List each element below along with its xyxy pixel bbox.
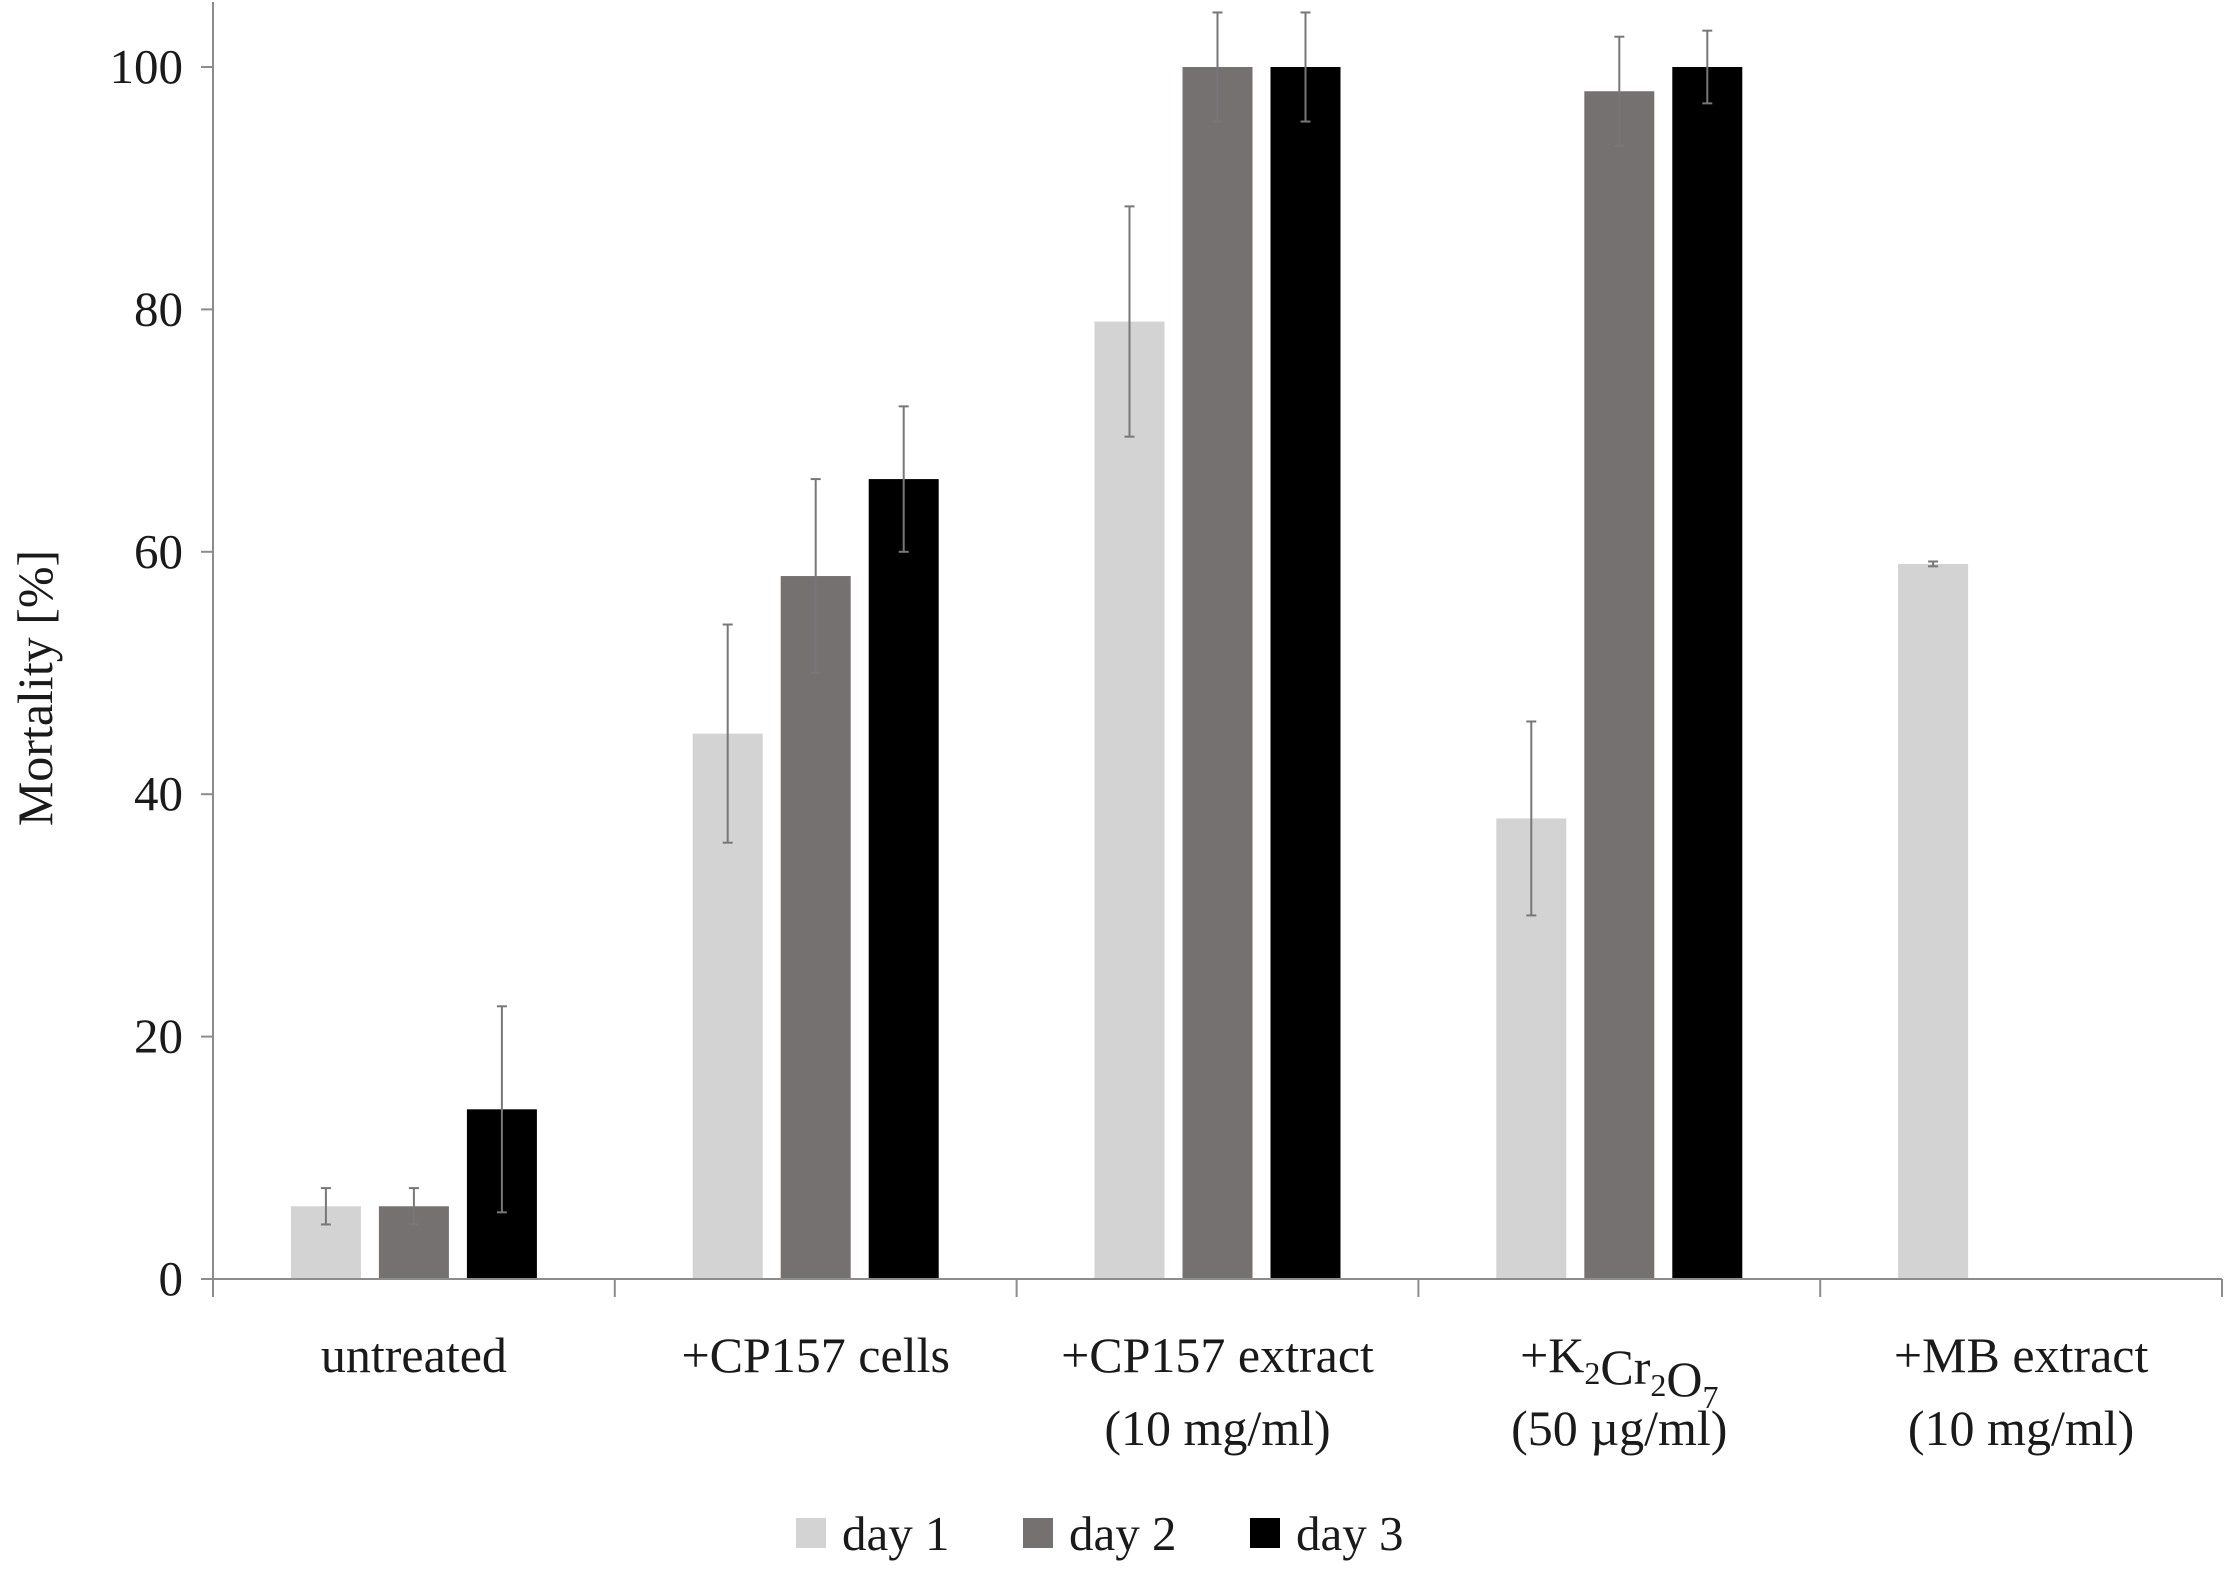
category-label: (10 mg/ml) [1104, 1400, 1330, 1456]
error-bar-day-1-cp157-extract [1124, 205, 1135, 438]
legend-swatch [1023, 1518, 1053, 1548]
category-label: +CP157 cells [681, 1327, 949, 1383]
error-bar-day-3-cp157-extract [1300, 11, 1311, 123]
category-label: untreated [321, 1327, 507, 1383]
legend-label: day 3 [1296, 1506, 1404, 1561]
error-bar-day-3-k2cr2o7 [1702, 29, 1713, 105]
bars-layer [290, 67, 1969, 1280]
legend: day 1 day 2 day 3 [796, 1506, 1404, 1561]
error-bar-day-1-untreated [320, 1187, 331, 1226]
legend-label: day 2 [1069, 1506, 1177, 1561]
bar-day-1-cp157-extract [1094, 321, 1165, 1279]
legend-label: day 1 [842, 1506, 950, 1561]
legend-swatch [796, 1518, 826, 1548]
error-bar-day-2-untreated [408, 1187, 419, 1226]
error-bar-day-3-untreated [496, 1005, 507, 1214]
axes-layer [201, 2, 2223, 1297]
y-tick-label: 80 [134, 281, 183, 336]
error-bar-day-1-k2cr2o7 [1526, 720, 1537, 917]
legend-swatch [1250, 1518, 1280, 1548]
bar-day-1-mb-extract [1898, 563, 1969, 1279]
bar-day-2-k2cr2o7 [1584, 91, 1655, 1280]
error-bar-day-2-cp157-extract [1212, 11, 1223, 123]
legend-item-day-3: day 3 [1250, 1506, 1404, 1561]
y-tick-labels: 0 20 40 60 80 100 [110, 39, 184, 1306]
category-label: +MB extract [1894, 1327, 2149, 1383]
y-tick-label: 60 [134, 524, 183, 579]
bar-day-3-cp157-cells [868, 479, 939, 1280]
y-tick-label: 40 [134, 766, 183, 821]
legend-item-day-1: day 1 [796, 1506, 950, 1561]
error-bar-day-3-cp157-cells [898, 405, 909, 553]
error-bar-day-2-cp157-cells [810, 478, 821, 674]
error-bar-day-2-k2cr2o7 [1614, 35, 1625, 147]
bar-day-3-cp157-extract [1270, 67, 1341, 1279]
category-label: +K2Cr2O7 [1520, 1327, 1718, 1415]
y-tick-label: 100 [110, 39, 184, 94]
bar-day-2-cp157-extract [1182, 67, 1253, 1279]
category-label: (50 µg/ml) [1511, 1400, 1727, 1456]
legend-item-day-2: day 2 [1023, 1506, 1177, 1561]
category-label: (10 mg/ml) [1908, 1400, 2134, 1456]
y-axis-label: Mortality [%] [7, 550, 63, 826]
bar-day-2-cp157-cells [780, 576, 851, 1279]
y-tick-label: 0 [159, 1251, 184, 1306]
bar-day-3-k2cr2o7 [1672, 67, 1743, 1279]
y-tick-label: 20 [134, 1009, 183, 1064]
error-bars-layer [320, 11, 1939, 1226]
category-labels: untreated +CP157 cells +CP157 extract (10 m… [321, 1327, 2149, 1456]
error-bar-day-1-mb-extract [1928, 560, 1939, 568]
category-label: +CP157 extract [1061, 1327, 1374, 1383]
error-bar-day-1-cp157-cells [722, 623, 733, 844]
